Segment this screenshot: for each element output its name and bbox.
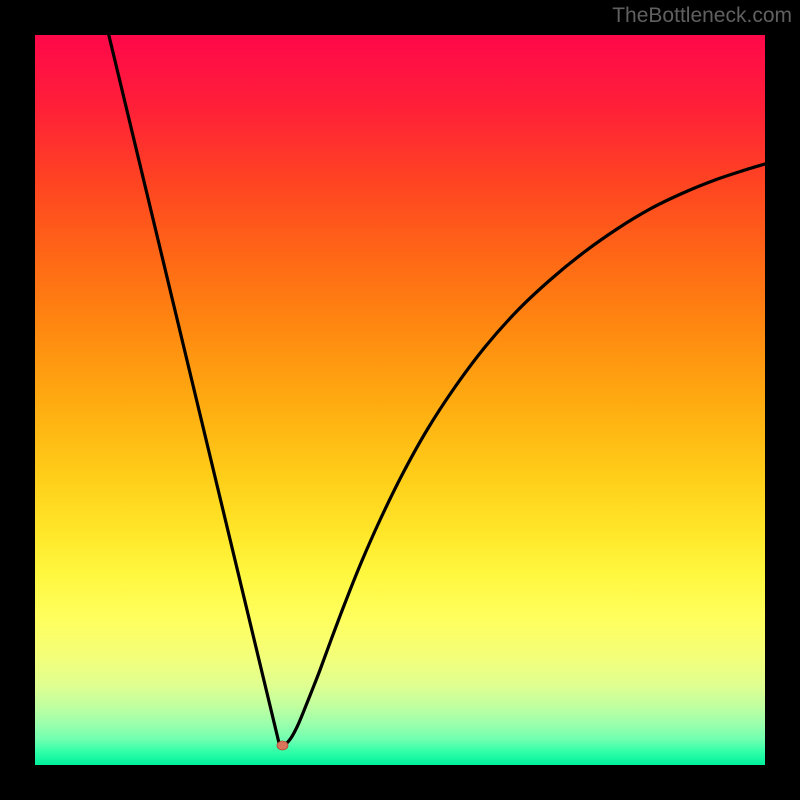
- watermark-text: TheBottleneck.com: [612, 4, 792, 28]
- plot-container: [35, 35, 765, 765]
- minimum-marker: [277, 741, 288, 750]
- plot-svg: [35, 35, 765, 765]
- gradient-background: [35, 35, 765, 765]
